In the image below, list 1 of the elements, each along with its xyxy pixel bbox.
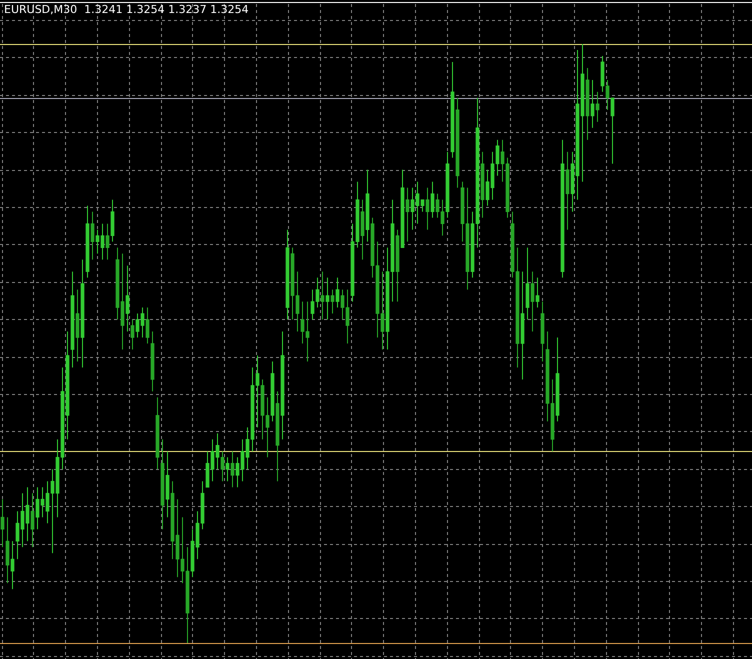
chart-title: EURUSD,M30 1.3241 1.3254 1.3237 1.3254 (4, 3, 249, 16)
